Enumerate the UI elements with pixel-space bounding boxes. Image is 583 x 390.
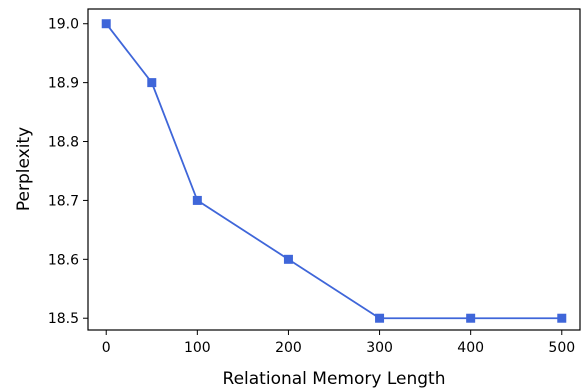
x-tick-label: 100: [184, 340, 211, 356]
x-axis-title: Relational Memory Length: [223, 369, 446, 389]
data-point-marker: [557, 313, 567, 323]
x-tick-label: 0: [102, 340, 111, 356]
data-point-marker: [283, 254, 293, 264]
series-line: [105, 23, 562, 320]
y-tick-label: 19.0: [48, 17, 79, 33]
data-point-marker: [101, 19, 111, 29]
y-tick-label: 18.9: [48, 76, 79, 92]
y-tick-label: 18.7: [48, 193, 79, 209]
x-tick-label: 200: [275, 340, 302, 356]
y-axis-title: Perplexity: [14, 127, 34, 211]
data-point-marker: [466, 313, 476, 323]
data-point-marker: [147, 78, 157, 88]
data-point-marker: [375, 313, 385, 323]
y-tick-label: 18.5: [48, 311, 79, 327]
y-tick-label: 18.8: [48, 135, 79, 151]
plot-frame: [87, 8, 581, 331]
x-tick-label: 500: [548, 340, 575, 356]
x-tick-label: 400: [457, 340, 484, 356]
x-tick-label: 300: [366, 340, 393, 356]
y-tick-label: 18.6: [48, 252, 79, 268]
data-point-marker: [192, 195, 202, 205]
